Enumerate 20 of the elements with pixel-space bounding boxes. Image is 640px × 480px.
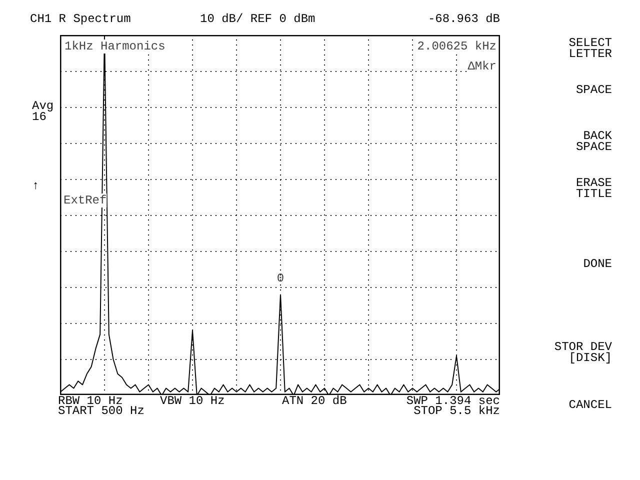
annotation: 1kHz Harmonics bbox=[64, 40, 166, 54]
text: STOR DEV [DISK] bbox=[554, 340, 612, 365]
chart-subtitle: 10 dB/ REF 0 dBm bbox=[200, 12, 316, 26]
text: SELECT LETTER bbox=[568, 36, 612, 61]
annotation: VBW 10 Hz bbox=[160, 394, 225, 408]
text: BACK SPACE bbox=[576, 129, 612, 154]
annotation: 2.00625 kHz bbox=[417, 40, 497, 54]
text: START 500 Hz bbox=[58, 404, 144, 418]
annotation: ExtRef bbox=[64, 194, 107, 208]
annotation: 0 bbox=[276, 272, 284, 286]
text: DONE bbox=[583, 257, 612, 271]
annotation: ΔMkr bbox=[468, 60, 497, 74]
chart-title: CH1 R Spectrum bbox=[30, 12, 131, 26]
text: ↑ bbox=[32, 179, 40, 193]
text: CANCEL bbox=[568, 398, 612, 412]
text: -68.963 dB bbox=[428, 12, 500, 26]
text: Avg 16 bbox=[32, 99, 54, 124]
text: SPACE bbox=[576, 83, 612, 97]
annotation: ATN 20 dB bbox=[282, 394, 347, 408]
text: ERASE TITLE bbox=[576, 176, 612, 201]
